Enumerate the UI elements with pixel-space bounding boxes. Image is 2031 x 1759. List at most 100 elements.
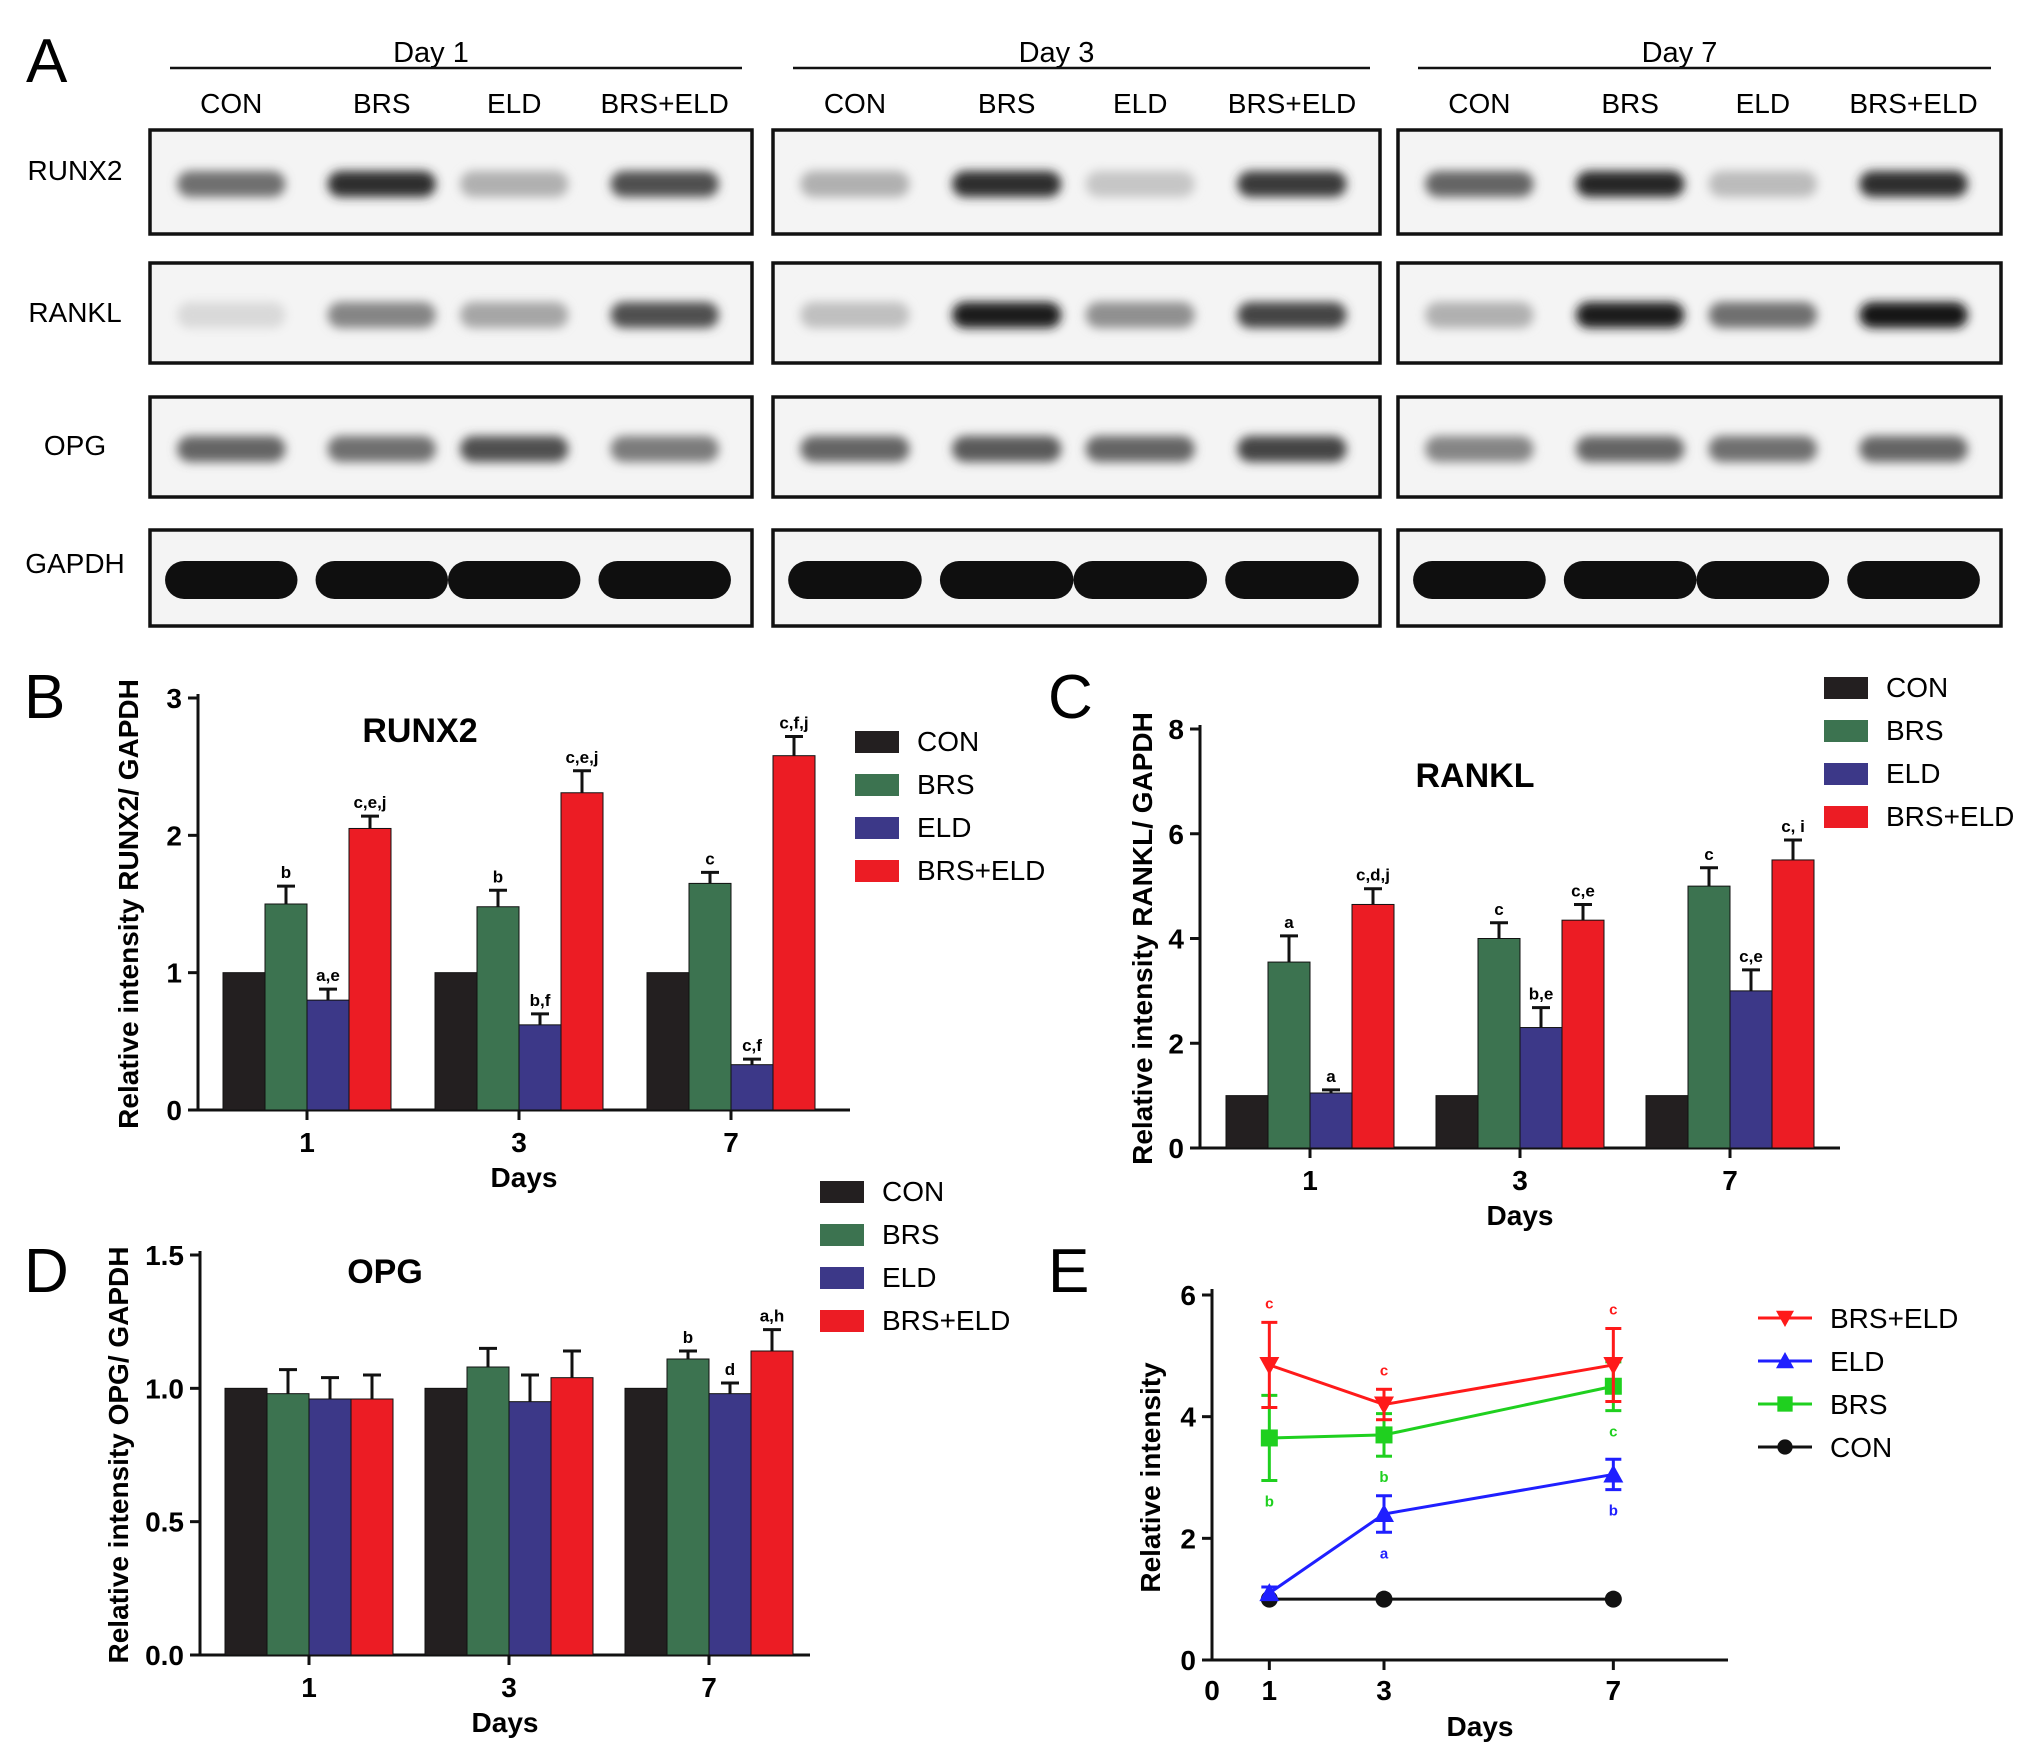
blot-band bbox=[1413, 561, 1546, 599]
bar bbox=[666, 1358, 710, 1656]
x-tick-label: 7 bbox=[723, 1127, 739, 1158]
significance-label: c,e bbox=[1571, 881, 1595, 900]
bar bbox=[550, 1377, 594, 1656]
panel-letter-c: C bbox=[1048, 663, 1093, 732]
blot-day-header: Day 1 bbox=[393, 37, 469, 69]
blot-band bbox=[1085, 436, 1195, 462]
blot-lane-label: BRS bbox=[1601, 88, 1659, 119]
legend-marker bbox=[1776, 1352, 1794, 1369]
x-tick-label: 7 bbox=[701, 1672, 717, 1703]
significance-label: c bbox=[1609, 1424, 1617, 1441]
blot-lane-label: CON bbox=[200, 88, 262, 119]
significance-label: c,e bbox=[1739, 947, 1763, 966]
blot-band bbox=[1708, 171, 1818, 197]
y-tick-label: 4 bbox=[1180, 1402, 1196, 1433]
blot-band bbox=[460, 302, 569, 328]
bar bbox=[424, 1387, 468, 1656]
legend-d: CON BRS ELD BRS+ELD bbox=[820, 1176, 1010, 1336]
data-point bbox=[1375, 1426, 1393, 1444]
legend-swatch bbox=[820, 1267, 864, 1289]
blot-band bbox=[1575, 171, 1685, 197]
chart-runx2: 0 1 2 3 b a,e c,e,j 1 b b,f c,e,j 3 c c,f c,f,j 7 Days Re… bbox=[113, 679, 850, 1193]
data-point bbox=[1604, 1590, 1622, 1608]
chart-rankl: 0 2 4 6 8 a a c,d,j 1 c b,e c,e 3 c c,e c, i 7 Days Relati… bbox=[1127, 712, 1840, 1231]
legend-label: BRS+ELD bbox=[1886, 801, 2014, 832]
x-tick-label: 1 bbox=[1302, 1165, 1318, 1196]
significance-label: b bbox=[1379, 1469, 1388, 1486]
bar bbox=[224, 1387, 268, 1656]
legend-swatch bbox=[855, 774, 899, 796]
x-tick-label: 1 bbox=[301, 1672, 317, 1703]
bar bbox=[688, 882, 732, 1111]
chart-title-b: RUNX2 bbox=[362, 712, 477, 750]
legend-swatch bbox=[855, 817, 899, 839]
x-tick-label: 3 bbox=[501, 1672, 517, 1703]
blot-band bbox=[177, 436, 286, 462]
panel-letter-b: B bbox=[24, 663, 65, 732]
bar bbox=[266, 1393, 310, 1656]
legend-e: BRS+ELD ELD BRS CON bbox=[1758, 1303, 1958, 1463]
blot-row-label: RANKL bbox=[28, 297, 121, 328]
bar bbox=[708, 1393, 752, 1656]
x-tick-label: 3 bbox=[1376, 1675, 1392, 1706]
y-tick-label: 8 bbox=[1168, 714, 1184, 745]
bar bbox=[476, 906, 520, 1111]
x-tick-label: 7 bbox=[1606, 1675, 1622, 1706]
bar bbox=[1771, 859, 1815, 1149]
significance-label: c,d,j bbox=[1356, 866, 1390, 885]
blot-band bbox=[1575, 302, 1685, 328]
blot-band bbox=[598, 561, 731, 599]
significance-label: a bbox=[1284, 913, 1294, 932]
y-tick-label: 0 bbox=[1180, 1645, 1196, 1676]
bar bbox=[308, 1398, 352, 1656]
significance-label: c bbox=[1609, 1301, 1617, 1318]
blot-band bbox=[1425, 171, 1534, 197]
blot-band bbox=[952, 436, 1062, 462]
data-point bbox=[1374, 1504, 1394, 1522]
legend-label: ELD bbox=[882, 1262, 936, 1293]
legend-swatch bbox=[855, 731, 899, 753]
data-point bbox=[1375, 1590, 1393, 1608]
blot-band bbox=[1708, 302, 1818, 328]
blot-band bbox=[460, 436, 569, 462]
blot-lane-label: CON bbox=[824, 88, 886, 119]
significance-label: c bbox=[1704, 845, 1713, 864]
blot-band bbox=[1225, 561, 1359, 599]
chart-line-e: 0 2 4 6 0 1 3 7 Days Relative intensity b b c a b c c c bbox=[1135, 1280, 1728, 1742]
significance-label: a,h bbox=[760, 1307, 785, 1326]
data-point bbox=[1603, 1356, 1624, 1375]
blot-band bbox=[800, 171, 910, 197]
chart-opg: 0.0 0.5 1.0 1.5 1 3 b d a,h 7 Days Relative intensi… bbox=[103, 1240, 810, 1738]
significance-label: a bbox=[1326, 1067, 1336, 1086]
x-tick-label: 0 bbox=[1204, 1675, 1220, 1706]
blot-band bbox=[327, 302, 436, 328]
blot-band bbox=[1237, 171, 1347, 197]
x-tick-label: 3 bbox=[1512, 1165, 1528, 1196]
significance-label: c bbox=[1494, 900, 1503, 919]
legend-label: BRS bbox=[1886, 715, 1944, 746]
blot-band bbox=[1696, 561, 1830, 599]
legend-swatch bbox=[1824, 677, 1868, 699]
significance-label: c bbox=[705, 849, 714, 868]
chart-title-c: RANKL bbox=[1416, 757, 1535, 795]
legend-label: CON bbox=[882, 1176, 944, 1207]
blot-band bbox=[447, 561, 581, 599]
bar bbox=[646, 972, 690, 1111]
blot-band bbox=[165, 561, 298, 599]
blot-band bbox=[939, 561, 1074, 599]
bar bbox=[1435, 1095, 1479, 1149]
blot-band bbox=[327, 436, 436, 462]
y-axis-title: Relative intensity RUNX2/ GAPDH bbox=[113, 679, 144, 1129]
blot-band bbox=[1563, 561, 1697, 599]
blot-band bbox=[1859, 302, 1968, 328]
bar bbox=[1729, 990, 1773, 1149]
blot-band bbox=[1085, 171, 1195, 197]
blot-band bbox=[610, 302, 719, 328]
blot-band bbox=[177, 302, 286, 328]
blot-band bbox=[1237, 302, 1347, 328]
blot-day-header: Day 7 bbox=[1642, 37, 1718, 69]
y-tick-label: 3 bbox=[166, 683, 182, 714]
blot-lane-label: BRS+ELD bbox=[1228, 88, 1356, 119]
y-tick-label: 0.5 bbox=[145, 1507, 184, 1538]
